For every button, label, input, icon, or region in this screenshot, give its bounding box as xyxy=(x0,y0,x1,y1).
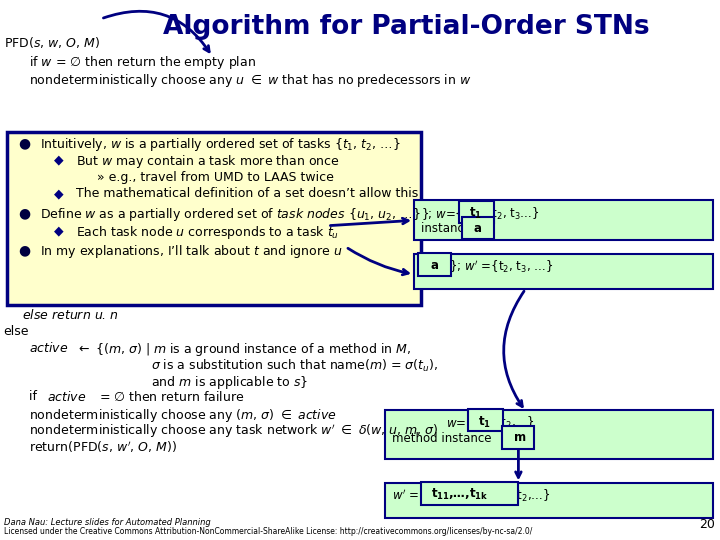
Text: instance: instance xyxy=(421,222,475,235)
Text: $\mathbf{a}$: $\mathbf{a}$ xyxy=(430,259,439,272)
Text: $w'$ ={: $w'$ ={ xyxy=(392,488,427,504)
Text: Licensed under the Creative Commons Attribution-NonCommercial-ShareAlike License: Licensed under the Creative Commons Attr… xyxy=(4,526,532,536)
Text: Define $w$ as a partially ordered set of $task$ $nodes$ {$u_1$, $u_2$, …}: Define $w$ as a partially ordered set of… xyxy=(40,206,420,223)
Text: if: if xyxy=(29,390,41,403)
Text: $\mathbf{m}$: $\mathbf{m}$ xyxy=(513,431,526,444)
Text: $\leftarrow$ {($m$, $\sigma$) | $m$ is a ground instance of a method in $M$,: $\leftarrow$ {($m$, $\sigma$) | $m$ is a… xyxy=(76,341,411,358)
Text: ●: ● xyxy=(18,243,30,257)
Text: }; $w$={: }; $w$={ xyxy=(421,206,463,222)
Text: Algorithm for Partial-Order STNs: Algorithm for Partial-Order STNs xyxy=(163,14,650,39)
Text: $active$: $active$ xyxy=(29,341,68,355)
Text: = $\emptyset$ then return failure: = $\emptyset$ then return failure xyxy=(99,390,245,404)
FancyBboxPatch shape xyxy=(414,200,713,240)
Text: $\mathbf{a}$: $\mathbf{a}$ xyxy=(473,222,482,235)
Text: $w$={: $w$={ xyxy=(446,415,474,431)
Text: ◆: ◆ xyxy=(54,224,63,237)
Text: return(PFD($s$, $w'$, $O$, $M$)): return(PFD($s$, $w'$, $O$, $M$)) xyxy=(29,439,177,455)
Text: In my explanations, I’ll talk about $t$ and ignore $u$: In my explanations, I’ll talk about $t$ … xyxy=(40,243,342,260)
Text: $\mathbf{t_1}$: $\mathbf{t_1}$ xyxy=(469,206,482,221)
Text: ,t$_2$, t$_3$…}: ,t$_2$, t$_3$…} xyxy=(488,206,540,222)
FancyBboxPatch shape xyxy=(418,253,451,276)
Text: method instance: method instance xyxy=(392,432,495,445)
FancyBboxPatch shape xyxy=(421,482,518,505)
Text: ,: , xyxy=(416,259,423,272)
FancyBboxPatch shape xyxy=(385,410,713,459)
Text: else: else xyxy=(4,325,29,338)
Text: nondeterministically choose any $u$ $\in$ $w$ that has no predecessors in $w$: nondeterministically choose any $u$ $\in… xyxy=(29,72,472,89)
FancyBboxPatch shape xyxy=(7,132,421,305)
FancyBboxPatch shape xyxy=(385,483,713,518)
Text: nondeterministically choose any ($m$, $\sigma$) $\in$ $active$: nondeterministically choose any ($m$, $\… xyxy=(29,407,336,423)
Text: $\mathbf{t_1}$: $\mathbf{t_1}$ xyxy=(478,415,491,430)
FancyBboxPatch shape xyxy=(468,409,503,431)
Text: ◆: ◆ xyxy=(54,187,63,200)
Text: }; $w'$ ={t$_2$, t$_3$, …}: }; $w'$ ={t$_2$, t$_3$, …} xyxy=(446,259,553,275)
Text: else return $u$. $n$: else return $u$. $n$ xyxy=(22,308,119,322)
Text: and $m$ is applicable to $s$}: and $m$ is applicable to $s$} xyxy=(151,374,308,391)
Text: ●: ● xyxy=(18,206,30,220)
Text: Each task node $u$ corresponds to a task $t_u$: Each task node $u$ corresponds to a task… xyxy=(76,224,338,241)
Text: PFD($s$, $w$, $O$, $M$): PFD($s$, $w$, $O$, $M$) xyxy=(4,35,100,50)
Text: Intuitively, $w$ is a partially ordered set of tasks {$t_1$, $t_2$, …}: Intuitively, $w$ is a partially ordered … xyxy=(40,136,400,153)
FancyBboxPatch shape xyxy=(462,217,494,239)
Text: nondeterministically choose any task network $w'$ $\in$ $\delta$($w$, $u$, $m$, : nondeterministically choose any task net… xyxy=(29,423,438,440)
FancyBboxPatch shape xyxy=(459,201,494,223)
Text: $active$: $active$ xyxy=(47,390,86,404)
Text: if $w$ = $\emptyset$ then return the empty plan: if $w$ = $\emptyset$ then return the emp… xyxy=(29,54,256,71)
FancyBboxPatch shape xyxy=(414,254,713,289)
Text: $\sigma$ is a substitution such that name($m$) = $\sigma$($t_u$),: $\sigma$ is a substitution such that nam… xyxy=(151,358,438,374)
Text: But $w$ may contain a task more than once: But $w$ may contain a task more than onc… xyxy=(76,153,339,170)
Text: $\mathbf{t_{11}}$,…,$\mathbf{t_{1k}}$: $\mathbf{t_{11}}$,…,$\mathbf{t_{1k}}$ xyxy=(431,487,489,502)
Text: ,t$_2$,…}: ,t$_2$,…} xyxy=(497,415,534,431)
Text: The mathematical definition of a set doesn’t allow this: The mathematical definition of a set doe… xyxy=(76,187,418,200)
Text: ,t$_2$,…}: ,t$_2$,…} xyxy=(513,488,551,504)
Text: Dana Nau: Lecture slides for Automated Planning: Dana Nau: Lecture slides for Automated P… xyxy=(4,518,210,528)
Text: ◆: ◆ xyxy=(54,153,63,166)
Text: » e.g., travel from UMD to LAAS twice: » e.g., travel from UMD to LAAS twice xyxy=(97,171,334,184)
Text: ●: ● xyxy=(18,136,30,150)
FancyBboxPatch shape xyxy=(502,426,534,449)
Text: 20: 20 xyxy=(699,518,715,531)
